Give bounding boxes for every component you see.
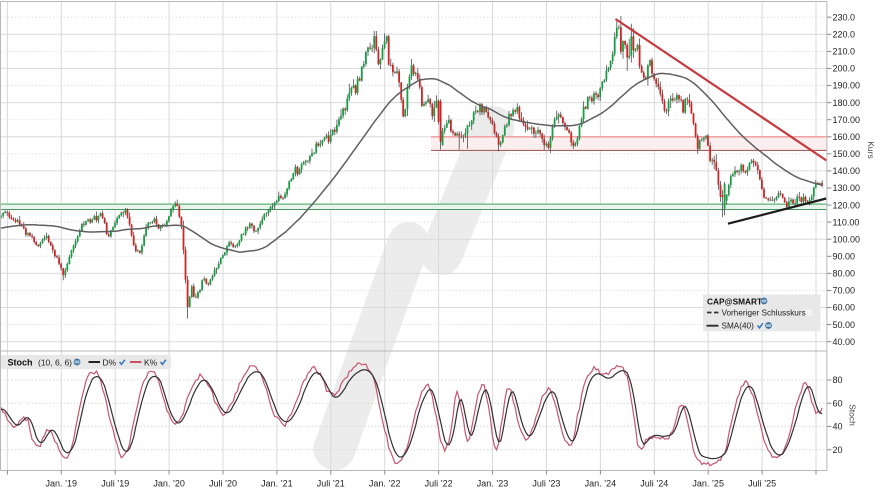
svg-text:Juli ’23: Juli ’23 <box>532 479 560 489</box>
svg-text:60.00: 60.00 <box>833 303 856 313</box>
svg-text:Jan. ’23: Jan. ’23 <box>477 479 509 489</box>
svg-text:140.00: 140.00 <box>833 166 861 176</box>
svg-text:100.00: 100.00 <box>833 234 861 244</box>
svg-text:230.0: 230.0 <box>833 12 856 22</box>
svg-text:110.00: 110.00 <box>833 217 860 227</box>
svg-text:60: 60 <box>833 398 843 408</box>
svg-text:Jan. ’21: Jan. ’21 <box>261 479 293 489</box>
svg-text:200.0: 200.0 <box>833 64 856 74</box>
svg-text:Juli ’24: Juli ’24 <box>640 479 668 489</box>
svg-text:120.00: 120.00 <box>833 200 861 210</box>
svg-text:20: 20 <box>833 445 843 455</box>
svg-text:Jan. ’24: Jan. ’24 <box>585 479 617 489</box>
svg-text:80: 80 <box>833 375 843 385</box>
svg-text:220.0: 220.0 <box>833 30 856 40</box>
svg-text:Juli ’25: Juli ’25 <box>748 479 776 489</box>
svg-text:150.00: 150.00 <box>833 149 861 159</box>
svg-text:Jan. ’20: Jan. ’20 <box>153 479 185 489</box>
svg-text:(10, 6, 6): (10, 6, 6) <box>38 358 72 368</box>
svg-text:130.00: 130.00 <box>833 183 861 193</box>
svg-text:Vorheriger Schlusskurs: Vorheriger Schlusskurs <box>722 309 806 318</box>
svg-text:50.00: 50.00 <box>833 320 856 330</box>
svg-text:Stoch: Stoch <box>848 404 858 426</box>
svg-text:Jan. ’19: Jan. ’19 <box>46 479 78 489</box>
svg-text:SMA(40): SMA(40) <box>722 322 755 331</box>
svg-text:190.00: 190.00 <box>833 81 861 91</box>
svg-text:40: 40 <box>833 422 843 432</box>
svg-text:Kurs: Kurs <box>866 141 876 158</box>
svg-text:Jan. ’25: Jan. ’25 <box>692 479 724 489</box>
svg-text:Juli ’19: Juli ’19 <box>101 479 129 489</box>
svg-text:40.00: 40.00 <box>833 337 856 347</box>
svg-text:Stoch: Stoch <box>8 358 33 368</box>
svg-text:D%: D% <box>103 358 117 368</box>
svg-text:80.00: 80.00 <box>833 269 856 279</box>
svg-text:K%: K% <box>144 358 158 368</box>
svg-text:Jan. ’22: Jan. ’22 <box>369 479 401 489</box>
svg-text:210.0: 210.0 <box>833 47 856 57</box>
svg-text:CAP@SMART: CAP@SMART <box>707 297 762 307</box>
svg-text:180.00: 180.00 <box>833 98 861 108</box>
svg-text:70.00: 70.00 <box>833 286 856 296</box>
svg-text:170.00: 170.00 <box>833 115 861 125</box>
svg-text:90.00: 90.00 <box>833 252 856 262</box>
svg-text:Juli ’20: Juli ’20 <box>209 479 237 489</box>
svg-text:Juli ’22: Juli ’22 <box>425 479 453 489</box>
svg-text:160.00: 160.00 <box>833 132 861 142</box>
svg-text:Juli ’21: Juli ’21 <box>317 479 345 489</box>
